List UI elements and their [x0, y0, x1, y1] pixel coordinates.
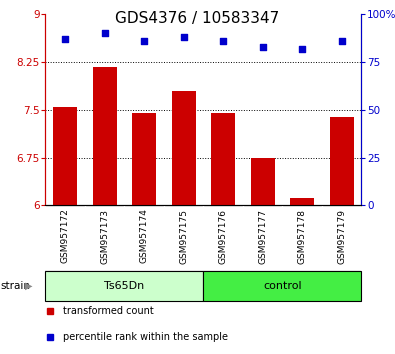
Point: [339, 38, 345, 44]
Bar: [45, 271, 203, 301]
Text: GDS4376 / 10583347: GDS4376 / 10583347: [115, 11, 280, 25]
Point: [260, 44, 266, 50]
Text: GSM957173: GSM957173: [100, 209, 109, 264]
Bar: [290, 198, 314, 205]
Text: GSM957179: GSM957179: [337, 209, 346, 264]
Text: GSM957177: GSM957177: [258, 209, 267, 264]
Text: GSM957172: GSM957172: [61, 209, 70, 263]
Bar: [53, 107, 77, 205]
Text: GSM957178: GSM957178: [298, 209, 307, 264]
Bar: [132, 113, 156, 205]
Text: GSM957174: GSM957174: [140, 209, 149, 263]
Text: percentile rank within the sample: percentile rank within the sample: [63, 332, 228, 342]
Text: strain: strain: [1, 281, 31, 291]
Text: control: control: [263, 281, 302, 291]
Bar: [93, 67, 117, 205]
Text: GSM957176: GSM957176: [219, 209, 228, 264]
Bar: [172, 91, 196, 205]
Text: transformed count: transformed count: [63, 306, 154, 316]
Text: GSM957175: GSM957175: [179, 209, 188, 264]
Point: [102, 30, 108, 36]
Point: [220, 38, 226, 44]
Point: [181, 34, 187, 40]
Text: Ts65Dn: Ts65Dn: [104, 281, 145, 291]
Point: [141, 38, 147, 44]
Point: [299, 46, 305, 51]
Bar: [211, 113, 235, 205]
Point: [62, 36, 68, 42]
Text: ▶: ▶: [24, 281, 32, 291]
Bar: [203, 271, 361, 301]
Bar: [330, 118, 354, 205]
Bar: [251, 158, 275, 205]
